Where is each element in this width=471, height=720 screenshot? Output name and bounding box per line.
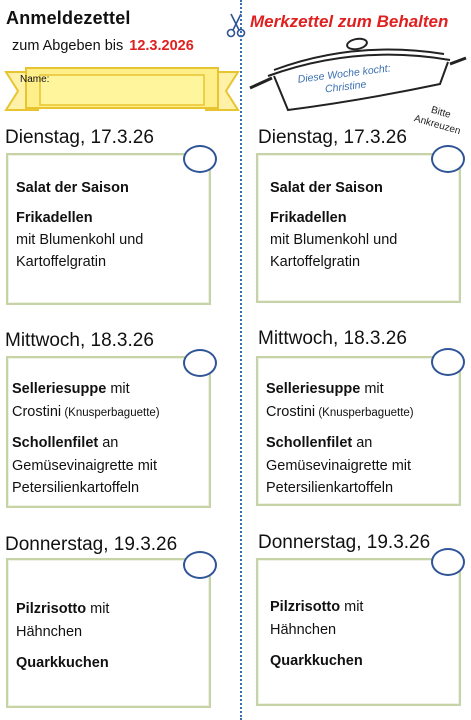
- menu-line: Frikadellen: [270, 210, 347, 226]
- menu-line: mit Blumenkohl und: [270, 232, 398, 248]
- menu-card: Salat der Saison Frikadellen mit Blumenk…: [6, 153, 211, 305]
- menu-line: Petersilienkartoffeln: [12, 480, 140, 496]
- menu-line: Schollenfilet an: [266, 435, 373, 451]
- menu-line: Hähnchen: [16, 624, 83, 640]
- menu-line: Schollenfilet an: [12, 435, 119, 451]
- menu-line: Pilzrisotto mit: [270, 599, 364, 615]
- menu-line: Crostini (Knusperbaguette): [266, 404, 414, 420]
- menu-card: Salat der Saison Frikadellen mit Blumenk…: [256, 153, 461, 303]
- menu-line: Salat der Saison: [16, 180, 129, 196]
- menu-line: Gemüsevinaigrette mit: [12, 458, 158, 474]
- menu-line: mit Blumenkohl und: [16, 232, 144, 248]
- scissors-icon: [226, 13, 246, 38]
- menu-card: Pilzrisotto mit Hähnchen Quarkkuchen: [6, 558, 211, 708]
- menu-line: Quarkkuchen: [270, 653, 363, 669]
- menu-line: Gemüsevinaigrette mit: [266, 458, 412, 474]
- cut-divider: [240, 0, 242, 720]
- name-field-label: Name:: [20, 74, 50, 85]
- menu-line: Salat der Saison: [270, 180, 383, 196]
- checkbox-circle[interactable]: [183, 145, 217, 173]
- menu-line: Frikadellen: [16, 210, 93, 226]
- menu-line: Petersilienkartoffeln: [266, 480, 394, 496]
- right-title: Merkzettel zum Behalten: [250, 12, 449, 31]
- due-label: zum Abgeben bis: [12, 38, 124, 54]
- checkbox-circle[interactable]: [431, 348, 465, 376]
- menu-line: Hähnchen: [270, 622, 337, 638]
- menu-line: Crostini (Knusperbaguette): [12, 404, 160, 420]
- menu-line: Pilzrisotto mit: [16, 601, 110, 617]
- checkbox-circle[interactable]: [183, 349, 217, 377]
- menu-card: Selleriesuppe mit Crostini (Knusperbague…: [6, 356, 211, 508]
- day-heading: Dienstag, 17.3.26: [258, 127, 407, 148]
- checkbox-circle[interactable]: [431, 548, 465, 576]
- day-heading: Dienstag, 17.3.26: [5, 127, 154, 148]
- day-heading: Mittwoch, 18.3.26: [5, 330, 154, 351]
- day-heading: Donnerstag, 19.3.26: [5, 534, 178, 555]
- due-line: zum Abgeben bis 12.3.2026: [12, 38, 194, 54]
- menu-line: Selleriesuppe mit: [266, 381, 384, 397]
- left-title: Anmeldezettel: [6, 8, 131, 28]
- menu-line: Kartoffelgratin: [270, 254, 361, 270]
- menu-line: Quarkkuchen: [16, 655, 109, 671]
- cooking-pot-icon: [249, 37, 467, 112]
- day-heading: Mittwoch, 18.3.26: [258, 328, 407, 349]
- checkbox-circle[interactable]: [183, 551, 217, 579]
- checkbox-circle[interactable]: [431, 145, 465, 173]
- menu-line: Kartoffelgratin: [16, 254, 107, 270]
- menu-card: Pilzrisotto mit Hähnchen Quarkkuchen: [256, 558, 461, 706]
- menu-line: Selleriesuppe mit: [12, 381, 130, 397]
- due-date: 12.3.2026: [129, 38, 194, 54]
- name-banner: [4, 67, 240, 111]
- menu-card: Selleriesuppe mit Crostini (Knusperbague…: [256, 356, 461, 506]
- day-heading: Donnerstag, 19.3.26: [258, 532, 431, 553]
